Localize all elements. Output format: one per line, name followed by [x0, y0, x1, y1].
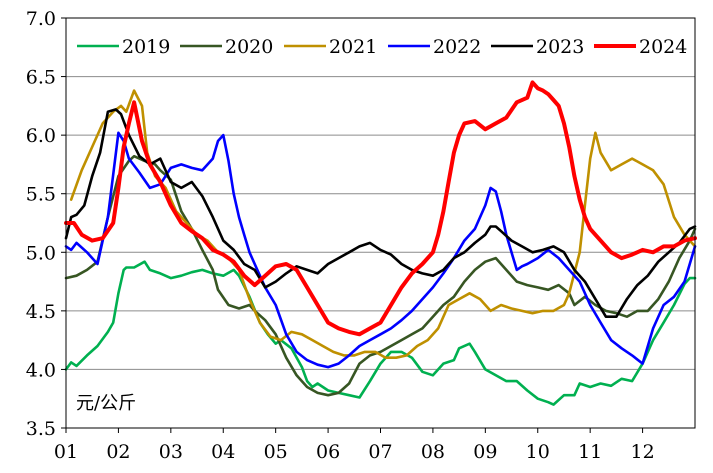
legend-label-2024: 2024	[639, 36, 687, 58]
x-axis: 01 02 03 04 05 06 07 08 09 10 11 12	[54, 428, 655, 463]
y-tick-label: 7.0	[26, 8, 56, 30]
x-tick-label: 06	[316, 441, 340, 463]
series-lines	[64, 80, 697, 406]
series-line-2024	[64, 80, 697, 337]
x-tick-label: 07	[368, 441, 392, 463]
y-tick-label: 4.0	[26, 359, 56, 381]
x-tick-label: 03	[159, 441, 183, 463]
y-tick-label: 6.5	[26, 67, 56, 89]
y-tick-label: 5.5	[26, 184, 56, 206]
y-tick-label: 4.5	[26, 301, 56, 323]
y-tick-label: 6.0	[26, 125, 56, 147]
legend-label-2021: 2021	[329, 36, 377, 58]
legend-label-2019: 2019	[122, 36, 170, 58]
legend-label-2020: 2020	[225, 36, 273, 58]
x-tick-label: 02	[106, 441, 130, 463]
x-tick-label: 01	[54, 441, 78, 463]
x-tick-label: 05	[264, 441, 288, 463]
x-tick-label: 08	[421, 441, 445, 463]
grid-lines	[66, 76, 695, 370]
x-tick-label: 04	[211, 441, 235, 463]
y-axis-unit-label: 元/公斤	[76, 393, 136, 414]
legend-label-2022: 2022	[433, 36, 481, 58]
x-tick-label: 10	[526, 441, 550, 463]
legend-label-2023: 2023	[536, 36, 584, 58]
x-tick-label: 09	[473, 441, 497, 463]
y-tick-label: 3.5	[26, 418, 56, 440]
y-axis: 3.5 4.0 4.5 5.0 5.5 6.0 6.5 7.0	[26, 8, 66, 440]
y-tick-label: 5.0	[26, 242, 56, 264]
legend: 2019 2020 2021 2022 2023 2024	[77, 36, 687, 58]
x-tick-label: 12	[630, 441, 654, 463]
series-line-2019	[64, 260, 697, 406]
x-tick-label: 11	[578, 441, 602, 463]
